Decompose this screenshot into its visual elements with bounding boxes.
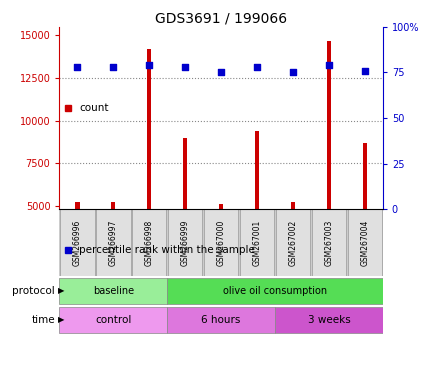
Bar [276, 209, 310, 276]
Point [182, 64, 189, 70]
Bar [255, 131, 259, 209]
Point [326, 62, 333, 68]
Text: GSM267001: GSM267001 [253, 220, 261, 266]
Text: count: count [79, 103, 109, 113]
Text: GSM267003: GSM267003 [324, 220, 334, 266]
Text: ▶: ▶ [58, 315, 65, 324]
Point [74, 64, 81, 70]
Title: GDS3691 / 199066: GDS3691 / 199066 [155, 12, 287, 26]
Bar [291, 202, 295, 209]
Bar [312, 209, 346, 276]
Bar [204, 209, 238, 276]
Text: protocol: protocol [12, 286, 55, 296]
Text: GSM266996: GSM266996 [73, 220, 82, 266]
Bar [75, 202, 80, 209]
Text: GSM267002: GSM267002 [289, 220, 297, 266]
Text: ▶: ▶ [58, 286, 65, 295]
Point [290, 70, 297, 76]
Bar [167, 278, 383, 304]
Bar [167, 307, 275, 333]
Bar [59, 307, 167, 333]
Bar [327, 41, 331, 209]
Text: 3 weeks: 3 weeks [308, 314, 350, 325]
Bar [60, 209, 95, 276]
Bar [132, 209, 166, 276]
Bar [111, 202, 115, 209]
Text: time: time [31, 314, 55, 325]
Text: GSM267000: GSM267000 [216, 220, 226, 266]
Text: control: control [95, 314, 132, 325]
Point [361, 68, 368, 74]
Bar [219, 204, 223, 209]
Text: olive oil consumption: olive oil consumption [223, 286, 327, 296]
Point [146, 62, 153, 68]
Point [218, 70, 225, 76]
Point [253, 64, 260, 70]
Text: GSM267004: GSM267004 [360, 220, 369, 266]
Bar [147, 49, 151, 209]
Bar [240, 209, 274, 276]
Bar [59, 278, 167, 304]
Text: GSM266999: GSM266999 [181, 220, 190, 266]
Text: 6 hours: 6 hours [202, 314, 241, 325]
Point [110, 64, 117, 70]
Bar [183, 138, 187, 209]
Text: GSM266998: GSM266998 [145, 220, 154, 266]
Bar [363, 143, 367, 209]
Bar [275, 307, 383, 333]
Text: percentile rank within the sample: percentile rank within the sample [79, 245, 255, 255]
Bar [168, 209, 202, 276]
Bar [96, 209, 131, 276]
Text: baseline: baseline [93, 286, 134, 296]
Text: GSM266997: GSM266997 [109, 220, 118, 266]
Bar [348, 209, 382, 276]
